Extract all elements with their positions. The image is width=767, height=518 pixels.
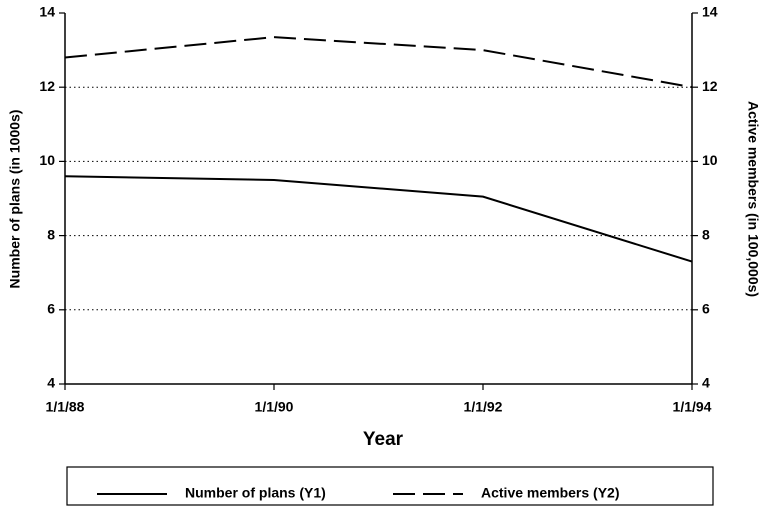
- y-tick-label: 6: [47, 301, 55, 317]
- y-tick-label: 12: [39, 78, 55, 94]
- y-tick-label: 10: [39, 152, 55, 168]
- y2-tick-label: 12: [702, 78, 718, 94]
- x-tick-label: 1/1/88: [46, 399, 85, 415]
- x-axis-title: Year: [363, 429, 404, 450]
- legend-label: Number of plans (Y1): [185, 485, 326, 501]
- y2-tick-label: 14: [702, 4, 718, 20]
- y2-axis-title: Active members (in 100,000s): [745, 101, 761, 297]
- y2-tick-label: 8: [702, 226, 710, 242]
- y2-tick-label: 6: [702, 301, 710, 317]
- x-tick-label: 1/1/94: [673, 399, 712, 415]
- y-tick-label: 14: [39, 4, 55, 20]
- legend-box: [66, 466, 714, 506]
- x-tick-label: 1/1/90: [255, 399, 294, 415]
- y2-tick-label: 10: [702, 152, 718, 168]
- y-tick-label: 8: [47, 226, 55, 242]
- x-tick-label: 1/1/92: [464, 399, 503, 415]
- series-line: [64, 175, 693, 263]
- legend-label: Active members (Y2): [481, 485, 620, 501]
- y2-tick-label: 4: [702, 375, 710, 391]
- y-tick-label: 4: [47, 375, 55, 391]
- y-axis-title: Number of plans (in 1000s): [7, 110, 23, 289]
- series-line: [64, 36, 693, 89]
